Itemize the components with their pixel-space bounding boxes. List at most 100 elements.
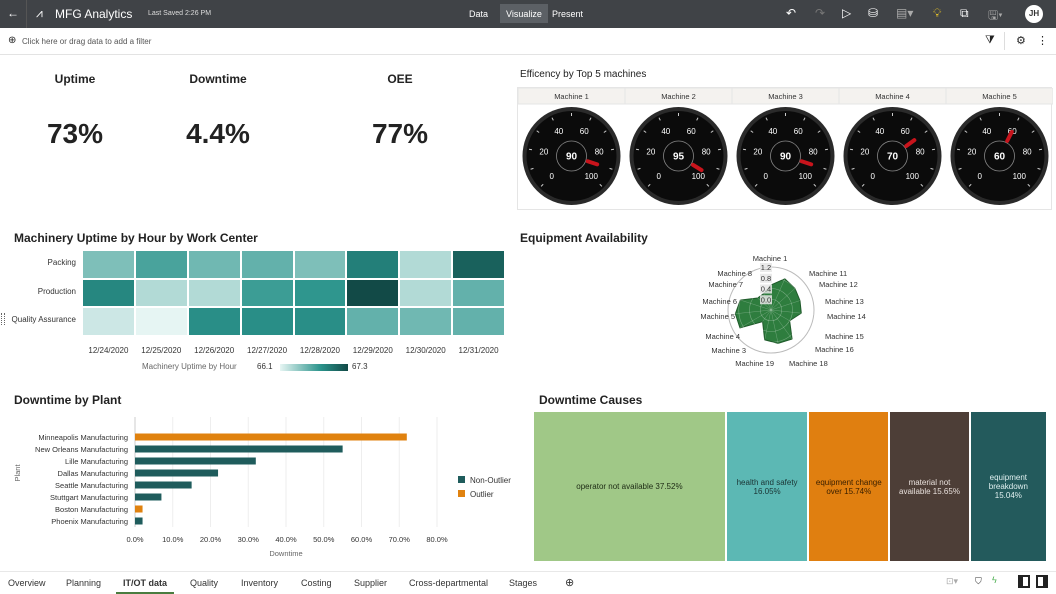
filter-clear-icon[interactable]: ⧩ [985,34,995,46]
settings-icon[interactable]: ⚙ [1016,35,1026,47]
radar-area[interactable] [734,278,802,344]
bar[interactable] [135,505,143,513]
heatmap-cell[interactable] [240,250,294,279]
heatmap-cell[interactable] [134,278,188,308]
filter-placeholder[interactable]: Click here or drag data to add a filter [22,37,152,46]
filter-icon[interactable]: ⛉ [975,576,982,586]
heatmap-cell[interactable] [346,250,400,279]
heatmap-cell[interactable] [82,278,135,308]
kpi-uptime-value: 73% [46,118,104,149]
heatmap-cell[interactable] [452,307,505,337]
treemap-tile[interactable]: material not available 15.65% [889,411,970,562]
heatmap-cell[interactable] [134,250,188,279]
tab-quality[interactable]: Quality [190,578,219,588]
tab-inventory[interactable]: Inventory [241,578,279,588]
tab-it-ot-data[interactable]: IT/OT data [116,578,175,594]
gauge-tick-label: 60 [687,127,696,136]
radar-spoke [770,309,809,332]
gauge-tick [706,183,710,187]
heatmap-cell[interactable] [346,278,400,308]
bar[interactable] [135,481,192,489]
treemap-tile[interactable]: operator not available 37.52% [533,411,726,562]
mode-present[interactable]: Present [552,9,584,19]
heatmap-cell[interactable] [399,307,453,337]
gauge: 0 20 40 60 80 100 70 [843,107,942,205]
treemap-title: Downtime Causes [539,393,643,407]
bar[interactable] [135,517,143,525]
heatmap-col-label: 12/24/2020 [88,346,129,355]
treemap-tile[interactable]: health and safety 16.05% [725,411,809,562]
bar[interactable] [135,457,256,465]
gauge-tick [536,130,540,133]
heatmap-cell[interactable] [399,250,453,279]
save-menu-icon[interactable]: 🖫▾ [988,8,1003,22]
bar[interactable] [135,433,407,441]
gauge-tick [857,130,861,133]
x-tick-label: 30.0% [238,535,260,544]
gauge-tick [754,183,758,187]
heatmap-cell[interactable] [293,250,347,279]
tab-overview[interactable]: Overview [8,578,46,588]
bar[interactable] [135,493,162,501]
layout-menu-icon[interactable]: ⊡▾ [946,576,959,586]
redo-icon[interactable]: ↷ [815,6,826,20]
heatmap-cell[interactable] [187,307,241,337]
add-filter-icon[interactable]: ⊕ [8,35,17,46]
gauge-tick [658,117,661,121]
y-axis-title: Plant [13,464,22,482]
tab-costing[interactable]: Costing [301,578,332,588]
legend-max: 67.3 [352,362,368,371]
heatmap-cell[interactable] [82,250,135,279]
heatmap-cell[interactable] [293,278,347,308]
tab-planning[interactable]: Planning [66,578,102,588]
export-icon[interactable]: ⧉ [960,6,969,20]
gauge-title: Machine 5 [982,92,1017,101]
treemap-tile[interactable]: equipment breakdown 15.04% [969,411,1047,562]
left-panel-icon[interactable] [1018,575,1030,588]
gauge-value: 90 [780,152,792,163]
bar[interactable] [135,445,343,453]
insights-bulb-icon[interactable]: 💡︎ [933,6,942,20]
data-refresh-icon[interactable]: ⛁ [868,6,879,20]
radar-axis-label: Machine 7 [708,280,743,289]
radar-spoke [730,296,772,311]
gauge-tick [861,183,865,187]
gauge-tick [910,117,913,121]
heatmap-col-label: 12/30/2020 [405,346,446,355]
tab-cross-departmental[interactable]: Cross-departmental [409,578,489,588]
legend-swatch [458,476,465,483]
heatmap-cell[interactable] [240,278,294,308]
add-tab-icon[interactable]: ⊕ [565,577,575,589]
filter-bar[interactable]: ⊕ Click here or drag data to add a filte… [0,28,1056,55]
mode-visualize[interactable]: Visualize [500,4,548,23]
heatmap-cell[interactable] [187,250,241,279]
x-tick-label: 50.0% [313,535,335,544]
bar[interactable] [135,469,219,477]
radar-axis-label: Machine 13 [825,297,864,306]
back-icon[interactable]: ← [7,6,19,20]
heatmap-cell[interactable] [452,250,505,279]
undo-icon[interactable]: ↶ [786,6,797,20]
more-menu-icon[interactable]: ⋮ [1037,35,1048,47]
heatmap-cell[interactable] [82,307,135,337]
right-panel-icon[interactable] [1036,575,1048,588]
heatmap-cell[interactable] [240,307,294,337]
treemap-tile[interactable]: equipment change over 15.74% [808,411,890,562]
gauge-needle [585,159,600,167]
tab-supplier[interactable]: Supplier [354,578,388,588]
avatar[interactable]: JH [1025,5,1043,23]
tab-stages[interactable]: Stages [509,578,538,588]
heatmap-cell[interactable] [187,278,241,308]
heatmap-cell[interactable] [134,307,188,337]
play-icon[interactable]: ▷ [842,6,852,20]
auto-apply-icon[interactable]: ϟ [992,575,997,585]
radar-tick-bg [760,284,772,294]
mode-data[interactable]: Data [469,9,489,19]
kpi-downtime-label: Downtime [189,72,247,86]
comment-menu-icon[interactable]: ▤▾ [896,6,914,20]
treemap: operator not available 37.52% health and … [533,411,1047,562]
heatmap-cell[interactable] [346,307,400,337]
heatmap-cell[interactable] [399,278,453,308]
heatmap-cell[interactable] [452,278,505,308]
heatmap-cell[interactable] [293,307,347,337]
